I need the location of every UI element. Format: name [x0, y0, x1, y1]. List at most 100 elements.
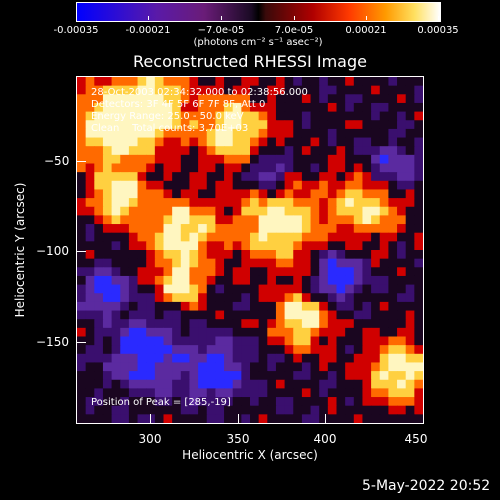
map-pixel: [267, 371, 277, 381]
map-pixel: [327, 172, 337, 182]
map-pixel: [388, 397, 398, 407]
map-pixel: [336, 319, 346, 329]
map-pixel: [310, 284, 320, 294]
map-pixel: [224, 232, 234, 242]
map-pixel: [362, 77, 372, 87]
map-pixel: [284, 258, 294, 268]
map-pixel: [94, 397, 104, 407]
map-pixel: [85, 128, 95, 139]
map-pixel: [224, 146, 234, 156]
map-pixel: [345, 353, 355, 363]
map-pixel: [362, 353, 372, 363]
map-pixel: [85, 215, 95, 225]
map-pixel: [397, 224, 407, 234]
map-pixel: [102, 345, 113, 355]
map-pixel: [284, 275, 294, 286]
map-pixel: [319, 128, 329, 139]
map-pixel: [85, 85, 95, 95]
map-pixel: [345, 319, 355, 329]
map-pixel: [258, 345, 268, 355]
map-pixel: [189, 371, 199, 381]
map-pixel: [215, 414, 225, 423]
map-pixel: [180, 163, 190, 173]
map-pixel: [241, 77, 251, 87]
map-pixel: [206, 224, 216, 234]
map-pixel: [414, 85, 423, 95]
map-pixel: [137, 224, 147, 234]
map-pixel: [275, 163, 286, 173]
map-pixel: [258, 94, 268, 104]
map-pixel: [163, 154, 173, 164]
map-pixel: [85, 275, 95, 286]
map-pixel: [85, 267, 95, 277]
map-pixel: [102, 232, 113, 242]
map-pixel: [250, 232, 260, 242]
map-pixel: [224, 258, 234, 268]
map-pixel: [405, 198, 415, 208]
map-pixel: [241, 275, 251, 286]
map-pixel: [250, 379, 260, 389]
map-pixel: [379, 284, 389, 294]
map-pixel: [267, 310, 277, 320]
map-pixel: [137, 111, 147, 121]
map-pixel: [206, 250, 216, 260]
map-pixel: [397, 111, 407, 121]
map-pixel: [180, 111, 190, 121]
map-pixel: [319, 414, 329, 423]
map-pixel: [128, 371, 139, 381]
map-pixel: [189, 215, 199, 225]
map-pixel: [379, 215, 389, 225]
map-pixel: [267, 405, 277, 415]
map-pixel: [85, 345, 95, 355]
map-pixel: [128, 327, 139, 337]
map-pixel: [146, 102, 156, 113]
colorbar-tick-label: -0.00021: [125, 25, 171, 36]
map-pixel: [362, 258, 372, 268]
map-pixel: [388, 327, 398, 337]
map-pixel: [319, 362, 329, 372]
map-pixel: [154, 215, 164, 225]
map-pixel: [414, 301, 423, 312]
map-pixel: [267, 189, 277, 199]
map-pixel: [397, 146, 407, 156]
map-pixel: [111, 258, 121, 268]
map-pixel: [362, 301, 372, 312]
map-pixel: [301, 388, 312, 398]
map-pixel: [163, 172, 173, 182]
map-pixel: [250, 94, 260, 104]
map-pixel: [102, 206, 113, 216]
map-pixel: [284, 284, 294, 294]
map-pixel: [301, 180, 312, 190]
map-pixel: [362, 146, 372, 156]
map-pixel: [94, 206, 104, 216]
map-pixel: [163, 362, 173, 372]
map-pixel: [224, 284, 234, 294]
map-pixel: [198, 301, 208, 312]
map-pixel: [353, 137, 363, 147]
map-pixel: [232, 77, 242, 87]
map-pixel: [275, 284, 286, 294]
map-pixel: [397, 128, 407, 139]
map-pixel: [336, 154, 346, 164]
map-pixel: [120, 94, 130, 104]
map-pixel: [137, 189, 147, 199]
map-pixel: [414, 94, 423, 104]
map-pixel: [172, 163, 182, 173]
map-pixel: [275, 180, 286, 190]
map-pixel: [128, 94, 139, 104]
map-pixel: [120, 241, 130, 251]
map-pixel: [379, 180, 389, 190]
map-pixel: [120, 258, 130, 268]
map-pixel: [172, 284, 182, 294]
map-pixel: [284, 154, 294, 164]
map-pixel: [397, 336, 407, 346]
map-pixel: [310, 120, 320, 130]
map-pixel: [128, 189, 139, 199]
map-pixel: [146, 353, 156, 363]
map-pixel: [414, 146, 423, 156]
map-pixel: [301, 275, 312, 286]
map-pixel: [319, 241, 329, 251]
map-pixel: [77, 102, 87, 113]
map-pixel: [172, 137, 182, 147]
map-pixel: [232, 128, 242, 139]
